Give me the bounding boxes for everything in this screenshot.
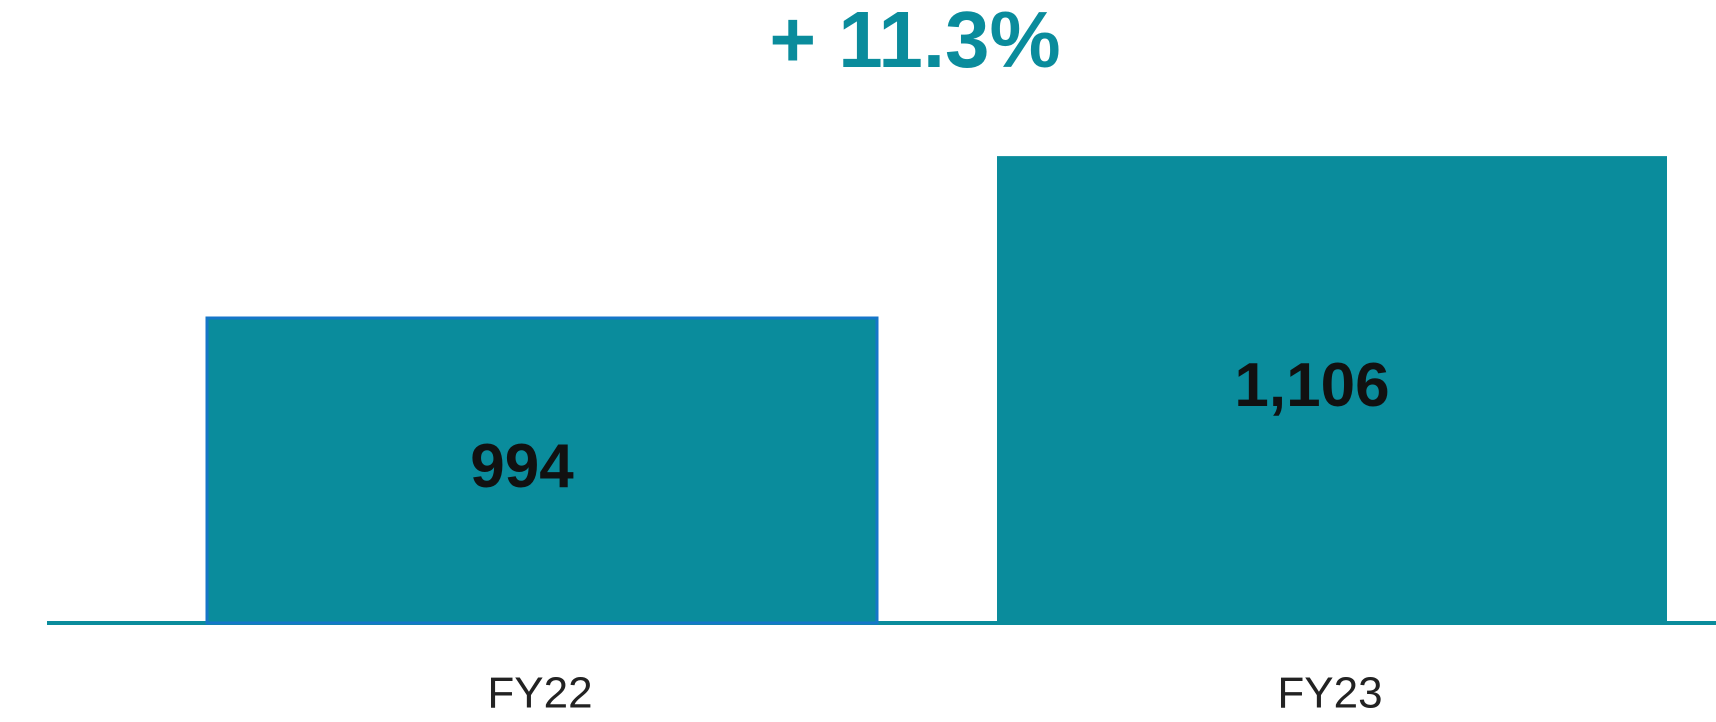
x-tick-label: FY22 [487, 669, 592, 718]
annotation: + 11.3% [769, 0, 1060, 84]
bar [997, 156, 1667, 623]
value-label: 994 [470, 432, 574, 501]
x-tick-label: FY23 [1277, 669, 1382, 718]
bar [205, 316, 879, 625]
value-label: 1,106 [1234, 351, 1389, 420]
